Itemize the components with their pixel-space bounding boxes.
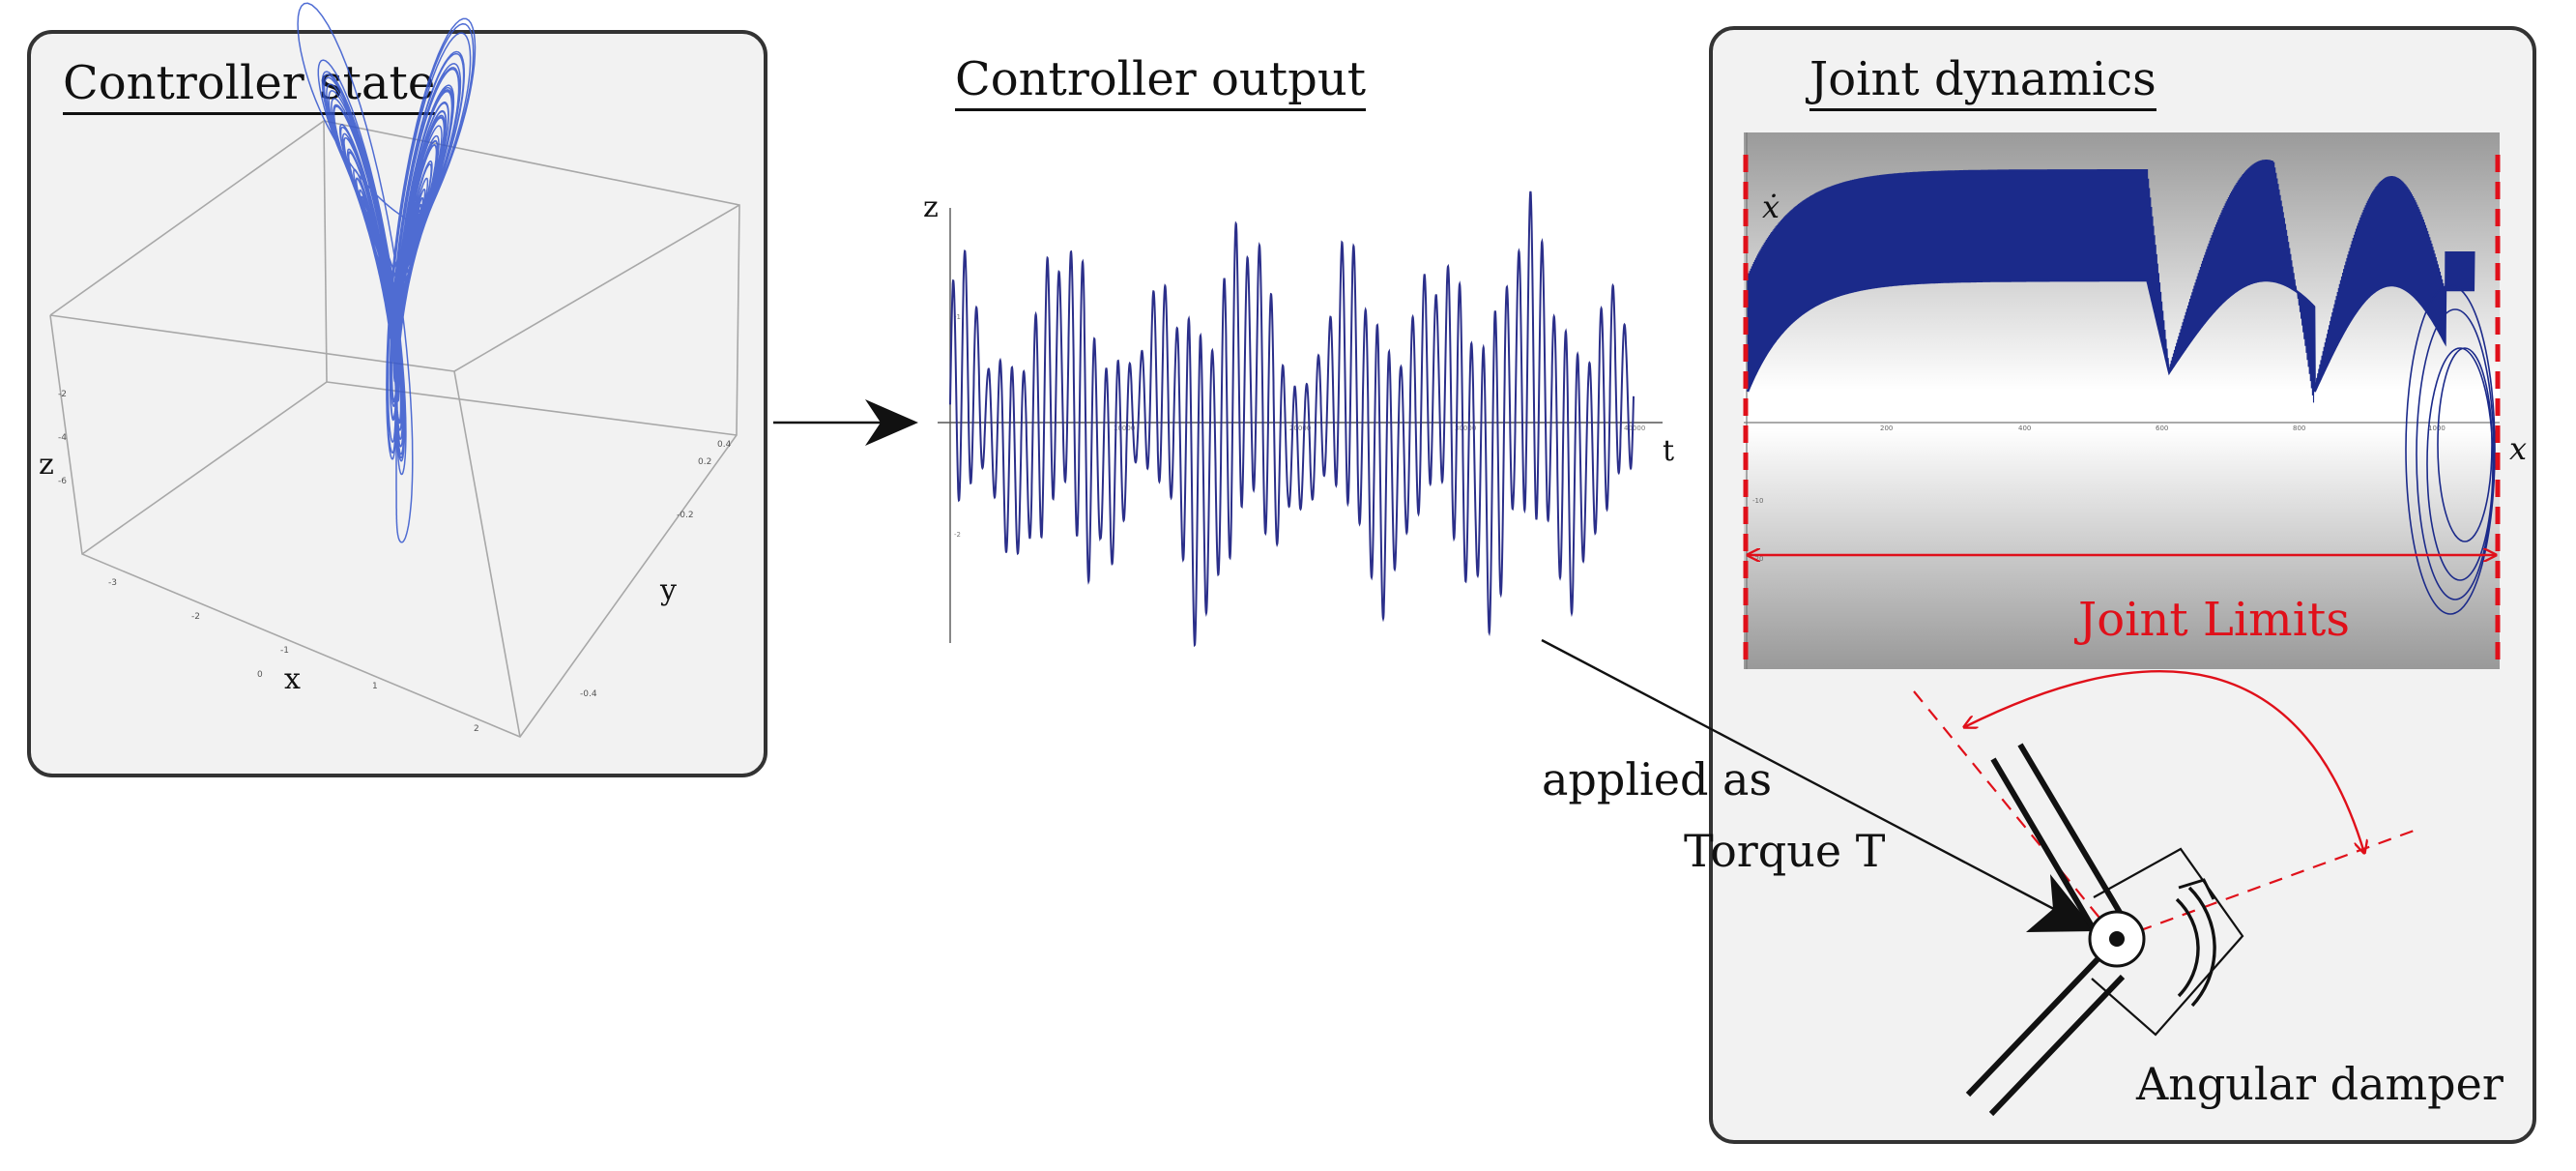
svg-text:30000: 30000 [1455, 424, 1476, 432]
svg-text:-0.2: -0.2 [677, 511, 694, 520]
svg-text:0.4: 0.4 [717, 440, 732, 450]
joint-phase-end-loop [2405, 284, 2496, 615]
joint-angle-arc-arrow [1964, 669, 2364, 853]
phase-end-loop-1 [2426, 347, 2494, 581]
svg-text:800: 800 [2293, 424, 2305, 432]
phase-end-loop-2 [2405, 284, 2496, 615]
svg-text:1: 1 [372, 682, 378, 691]
joint-pivot-center [2109, 931, 2125, 947]
phase-end-loop-3 [2437, 347, 2493, 542]
joint-phase-trajectory [1747, 159, 2475, 403]
attractor-3d-ticks: -3 -2 -1 1 2 -0.2 0.2 0.4 -2 -4 -6 0 -0.4 [58, 390, 732, 734]
controller-state-title: Controller state [63, 56, 436, 115]
output-axis-t-label: t [1663, 434, 1675, 468]
svg-text:-2: -2 [58, 390, 67, 399]
state-axis-y-label: y [660, 573, 677, 607]
svg-text:40000: 40000 [1624, 424, 1645, 432]
svg-text:200: 200 [1880, 424, 1893, 432]
joint-phase-envelope [1746, 278, 2475, 393]
svg-text:-4: -4 [58, 433, 67, 443]
controller-output-title: Controller output [955, 52, 1367, 111]
svg-text:10000: 10000 [1114, 424, 1135, 432]
upper-link-rail-b [2017, 743, 2127, 922]
state-to-output-arrow [773, 399, 918, 446]
controller-output-signal [949, 190, 1635, 648]
svg-text:20000: 20000 [1289, 424, 1311, 432]
svg-text:0: 0 [257, 670, 263, 680]
phase-end-loop-0 [2416, 308, 2495, 600]
svg-text:-1: -1 [280, 646, 289, 656]
angle-reference-line-b [2116, 828, 2417, 941]
damper-housing [2091, 847, 2244, 1037]
svg-text:-2: -2 [191, 612, 200, 622]
joint-dynamics-title: Joint dynamics [1809, 52, 2156, 111]
svg-text:600: 600 [2156, 424, 2168, 432]
svg-text:1000: 1000 [2428, 424, 2446, 432]
svg-text:2: 2 [474, 724, 479, 734]
torque-arrow [1541, 638, 2096, 932]
phase-axis-x-label: x [2509, 430, 2528, 467]
attractor-trajectory-line [297, 2, 477, 543]
svg-text:-2: -2 [954, 531, 961, 539]
svg-text:-3: -3 [108, 578, 117, 588]
joint-limits-label: Joint Limits [2078, 593, 2350, 647]
svg-text:-6: -6 [58, 477, 67, 486]
svg-text:-10: -10 [1752, 497, 1763, 505]
lorenz-attractor-trajectory [297, 2, 477, 543]
angle-reference-line-a [1913, 690, 2118, 940]
phase-axis-xdot-label: ẋ [1762, 189, 1780, 225]
signal-axes [938, 208, 1663, 643]
signal-tick-labels: 10000 20000 30000 40000 -1 -2 [954, 313, 1645, 539]
joint-mechanism [1913, 669, 2417, 1117]
svg-text:-0.4: -0.4 [580, 689, 597, 699]
svg-text:400: 400 [2018, 424, 2031, 432]
svg-text:0.2: 0.2 [698, 457, 711, 467]
state-axis-z-label: z [39, 448, 54, 482]
upper-link-rail-a [1990, 757, 2100, 938]
lower-link-rail-a [1965, 954, 2102, 1098]
lower-link-rail-b [1988, 974, 2126, 1117]
state-axis-x-label: x [284, 662, 301, 696]
applied-as-label: applied as [1542, 753, 1773, 805]
output-axis-z-label: z [923, 190, 939, 224]
angular-damper-label: Angular damper [2136, 1058, 2504, 1110]
torque-label: Torque T [1684, 825, 1886, 877]
svg-text:-1: -1 [954, 313, 961, 321]
